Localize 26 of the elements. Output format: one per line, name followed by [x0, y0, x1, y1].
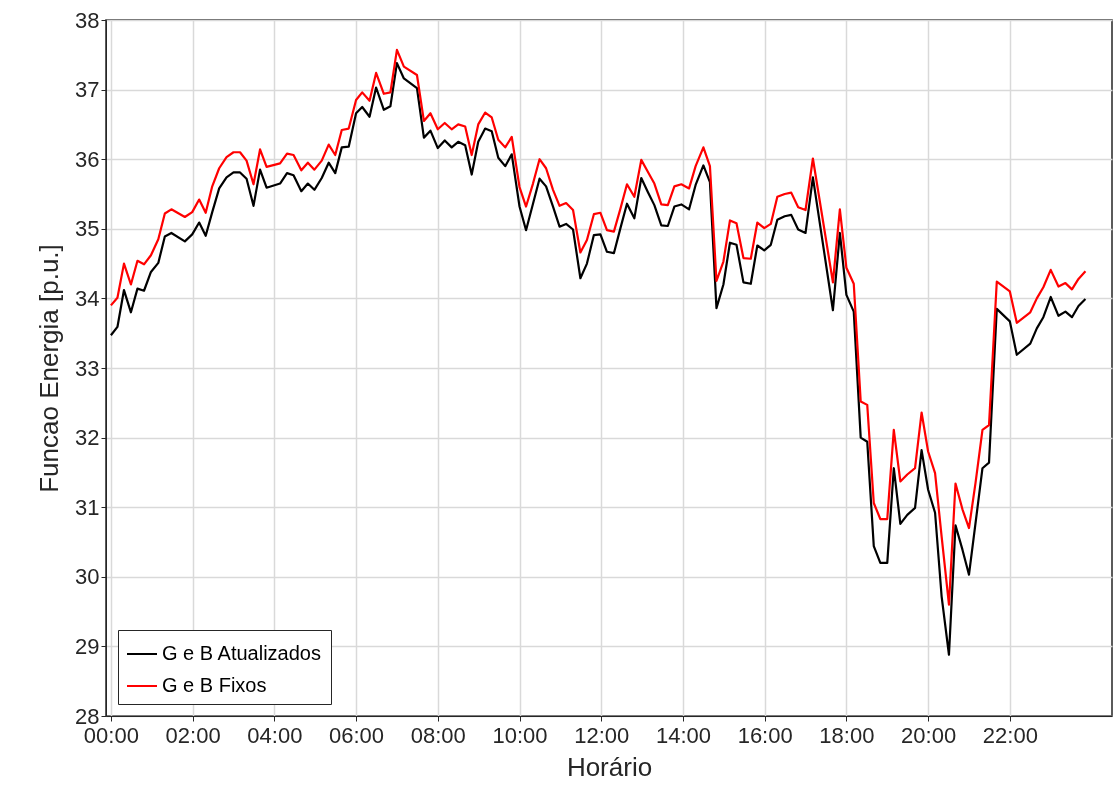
- x-tick-label: 14:00: [655, 722, 711, 748]
- legend-label: G e B Fixos: [162, 674, 267, 696]
- x-tick-label: 22:00: [982, 722, 1038, 748]
- x-tick-label: 04:00: [247, 722, 303, 748]
- y-tick-label: 32: [75, 425, 100, 451]
- legend-label: G e B Atualizados: [162, 642, 321, 664]
- x-tick-label: 12:00: [574, 722, 630, 748]
- x-tick-label: 06:00: [329, 722, 385, 748]
- x-tick-label: 08:00: [410, 722, 466, 748]
- y-tick-label: 35: [75, 216, 100, 242]
- x-tick-label: 16:00: [737, 722, 793, 748]
- y-tick-label: 38: [75, 7, 100, 33]
- y-tick-label: 30: [75, 564, 100, 590]
- x-tick-label: 20:00: [901, 722, 957, 748]
- y-tick-label: 29: [75, 633, 100, 659]
- x-tick-label: 02:00: [165, 722, 221, 748]
- y-tick-label: 36: [75, 146, 100, 172]
- y-tick-label: 33: [75, 355, 100, 381]
- y-axis-title: Funcao Energia [p.u.]: [34, 244, 65, 493]
- y-tick-label: 37: [75, 77, 100, 103]
- y-tick-label: 34: [75, 285, 100, 311]
- x-axis-title: Horário: [566, 751, 653, 782]
- x-tick-label: 18:00: [819, 722, 875, 748]
- y-tick-label: 31: [75, 494, 100, 520]
- x-tick-label: 10:00: [492, 722, 548, 748]
- y-tick-label: 28: [75, 703, 100, 729]
